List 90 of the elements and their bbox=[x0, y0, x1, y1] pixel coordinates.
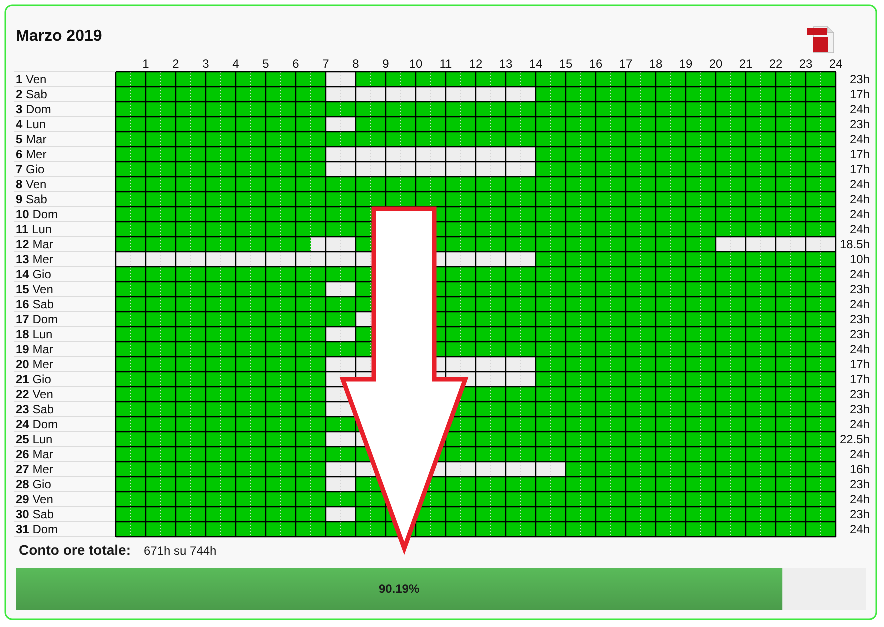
x-tick-label: 20 bbox=[709, 57, 723, 71]
x-tick-label: 5 bbox=[262, 57, 270, 71]
x-tick-label: 16 bbox=[589, 57, 603, 71]
y2-tick-label: 23h bbox=[850, 388, 870, 402]
y2-tick-label: 24h bbox=[850, 298, 870, 312]
y-tick-label: 28 Gio bbox=[16, 478, 52, 492]
x-tick-label: 17 bbox=[619, 57, 633, 71]
x-tick-label: 10 bbox=[409, 57, 423, 71]
y2-tick-label: 24h bbox=[850, 268, 870, 282]
y-tick-label: 13 Mer bbox=[16, 252, 54, 266]
y2-tick-label: 24h bbox=[850, 418, 870, 432]
y-tick-label: 4 Lun bbox=[16, 118, 46, 132]
y2-tick-label: 24h bbox=[850, 178, 870, 192]
y-tick-label: 10 Dom bbox=[16, 208, 58, 222]
y-tick-label: 23 Sab bbox=[16, 402, 54, 416]
y2-tick-label: 16h bbox=[850, 462, 870, 476]
y-tick-label: 31 Dom bbox=[16, 522, 58, 536]
y-tick-label: 17 Dom bbox=[16, 312, 58, 326]
y-tick-label: 11 Lun bbox=[16, 222, 52, 236]
y-tick-label: 8 Ven bbox=[16, 178, 47, 192]
y-tick-label: 7 Gio bbox=[16, 162, 46, 176]
x-tick-label: 18 bbox=[649, 57, 663, 71]
y-tick-label: 6 Mer bbox=[16, 148, 47, 162]
y2-tick-label: 18.5h bbox=[840, 238, 870, 252]
y2-tick-label: 23h bbox=[850, 478, 870, 492]
y-tick-label: 24 Dom bbox=[16, 418, 58, 432]
x-tick-label: 19 bbox=[679, 57, 693, 71]
x-tick-label: 2 bbox=[172, 57, 180, 71]
y2-tick-label: 17h bbox=[850, 358, 870, 372]
y-tick-label: 22 Ven bbox=[16, 388, 54, 402]
y2-tick-label: 24h bbox=[850, 222, 870, 236]
y2-tick-label: 10h bbox=[850, 252, 870, 266]
x-tick-label: 1 bbox=[142, 57, 150, 71]
x-tick-label: 4 bbox=[232, 57, 240, 71]
x-tick-label: 3 bbox=[202, 57, 210, 71]
y2-tick-label: 17h bbox=[850, 148, 870, 162]
y2-tick-label: 17h bbox=[850, 372, 870, 386]
y-tick-label: 12 Mar bbox=[16, 238, 54, 252]
y-tick-label: 21 Gio bbox=[16, 372, 52, 386]
y2-tick-label: 24h bbox=[850, 102, 870, 116]
x-tick-label: 9 bbox=[382, 57, 390, 71]
y2-tick-label: 23h bbox=[850, 118, 870, 132]
x-tick-label: 24 bbox=[829, 57, 843, 71]
x-tick-label: 13 bbox=[499, 57, 513, 71]
y-tick-label: 19 Mar bbox=[16, 342, 54, 356]
y-tick-label: 3 Dom bbox=[16, 102, 52, 116]
x-tick-label: 8 bbox=[352, 57, 360, 71]
y-tick-label: 5 Mar bbox=[16, 132, 47, 146]
y-tick-label: 15 Ven bbox=[16, 282, 54, 296]
x-tick-label: 22 bbox=[769, 57, 783, 71]
y2-tick-label: 24h bbox=[850, 208, 870, 222]
y2-tick-label: 24h bbox=[850, 522, 870, 536]
y-tick-label: 16 Sab bbox=[16, 298, 54, 312]
y2-tick-label: 23h bbox=[850, 508, 870, 522]
y2-tick-label: 23h bbox=[850, 312, 870, 326]
y2-tick-label: 24h bbox=[850, 192, 870, 206]
y-tick-label: 1 Ven bbox=[16, 72, 47, 86]
y-tick-label: 9 Sab bbox=[16, 192, 48, 206]
y-tick-label: 27 Mer bbox=[16, 462, 54, 476]
y2-tick-label: 17h bbox=[850, 88, 870, 102]
x-tick-label: 7 bbox=[322, 57, 330, 71]
text: 671h su 744h bbox=[144, 544, 217, 558]
x-tick-label: 6 bbox=[292, 57, 300, 71]
y-tick-label: 2 Sab bbox=[16, 88, 48, 102]
y2-tick-label: 23h bbox=[850, 72, 870, 86]
y2-tick-label: 24h bbox=[850, 492, 870, 506]
y2-tick-label: 24h bbox=[850, 132, 870, 146]
y2-tick-label: 24h bbox=[850, 342, 870, 356]
x-tick-label: 23 bbox=[799, 57, 813, 71]
y-tick-label: 26 Mar bbox=[16, 448, 54, 462]
y2-tick-label: 23h bbox=[850, 402, 870, 416]
x-tick-label: 12 bbox=[469, 57, 483, 71]
y2-tick-label: 22.5h bbox=[840, 432, 870, 446]
y-tick-label: 29 Ven bbox=[16, 492, 54, 506]
y2-tick-label: 17h bbox=[850, 162, 870, 176]
text: Conto ore totale: bbox=[19, 542, 131, 558]
y-tick-label: 20 Mer bbox=[16, 358, 54, 372]
chart-title: Marzo 2019 bbox=[16, 28, 102, 45]
x-tick-label: 14 bbox=[529, 57, 543, 71]
y2-tick-label: 24h bbox=[850, 448, 870, 462]
x-tick-label: 15 bbox=[559, 57, 573, 71]
x-tick-label: 21 bbox=[739, 57, 753, 71]
y-tick-label: 18 Lun bbox=[16, 328, 53, 342]
y-tick-label: 25 Lun bbox=[16, 432, 53, 446]
y-tick-label: 14 Gio bbox=[16, 268, 52, 282]
y2-tick-label: 23h bbox=[850, 282, 870, 296]
text: 90.19% bbox=[378, 582, 420, 596]
y-tick-label: 30 Sab bbox=[16, 508, 54, 522]
y2-tick-label: 23h bbox=[850, 328, 870, 342]
x-tick-label: 11 bbox=[440, 57, 453, 71]
